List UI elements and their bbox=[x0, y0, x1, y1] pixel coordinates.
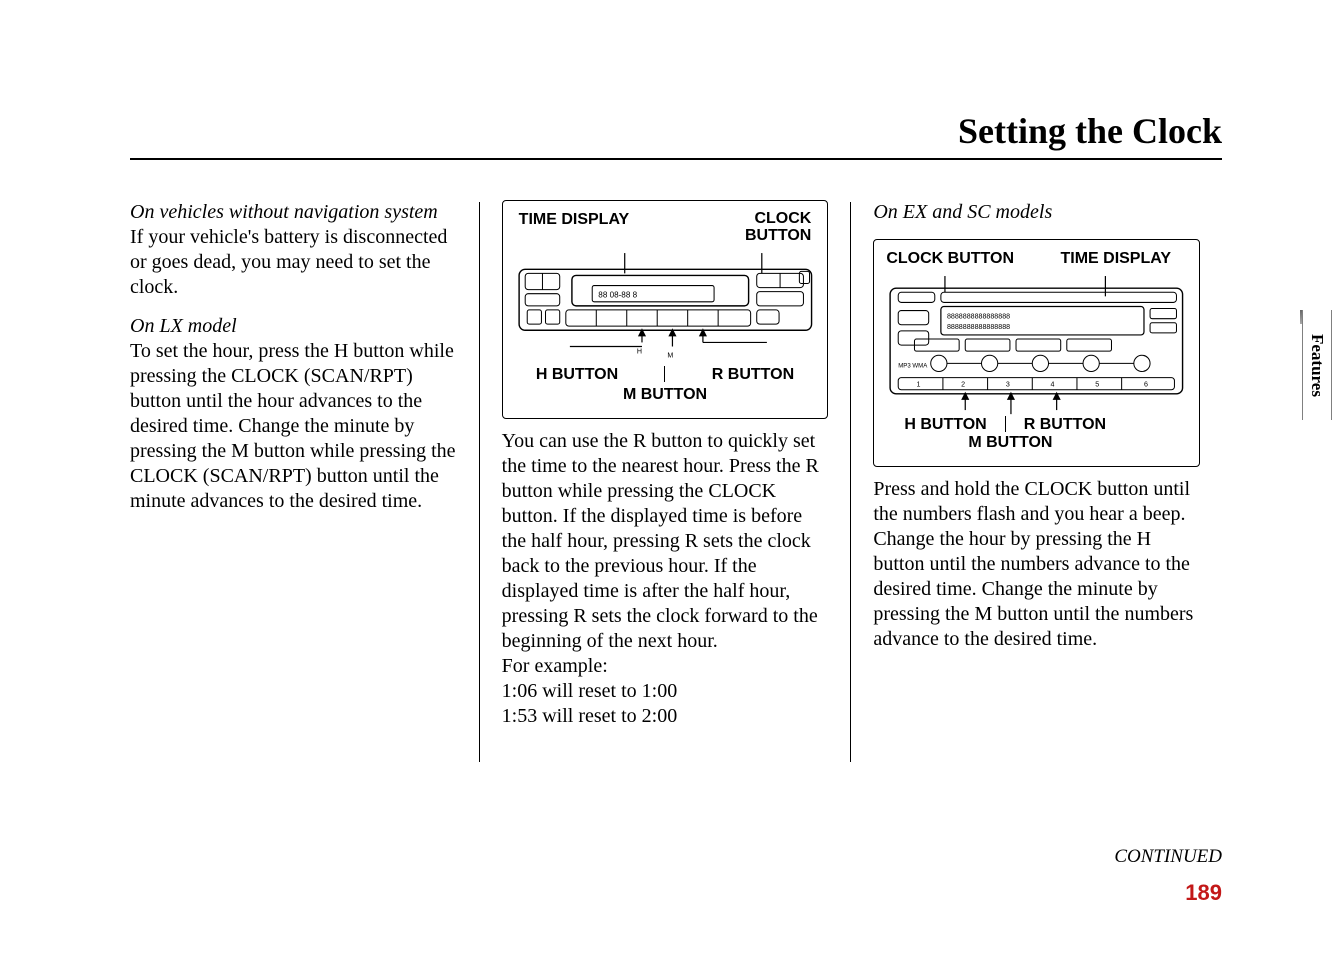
divider-icon bbox=[664, 366, 665, 382]
label-m-button-1: M BUTTON bbox=[623, 386, 707, 403]
page: Setting the Clock On vehicles without na… bbox=[0, 0, 1332, 954]
label-m-button-2: M BUTTON bbox=[968, 434, 1052, 451]
col2-example1: 1:06 will reset to 1:00 bbox=[502, 679, 829, 704]
divider-icon bbox=[1005, 416, 1006, 432]
svg-text:3: 3 bbox=[1006, 381, 1010, 389]
col2-example-lead: For example: bbox=[502, 654, 829, 679]
page-number: 189 bbox=[1185, 880, 1222, 906]
svg-text:M: M bbox=[667, 351, 673, 359]
label-clock-button-2: CLOCK BUTTON bbox=[886, 250, 1014, 268]
lead-italic-3: On EX and SC models bbox=[873, 200, 1200, 225]
col3-para1: Press and hold the CLOCK button until th… bbox=[873, 477, 1200, 652]
columns: On vehicles without navigation system If… bbox=[130, 200, 1222, 762]
diagram2-top-labels: CLOCK BUTTON TIME DISPLAY bbox=[884, 250, 1189, 274]
svg-text:MP3 WMA: MP3 WMA bbox=[899, 362, 929, 369]
col2-example2: 1:53 will reset to 2:00 bbox=[502, 704, 829, 729]
side-tab: Features bbox=[1302, 310, 1332, 420]
label-clock-button: CLOCK BUTTON bbox=[721, 211, 811, 245]
svg-text:8888888888888888: 8888888888888888 bbox=[947, 323, 1010, 331]
page-title: Setting the Clock bbox=[130, 110, 1222, 152]
radio-diagram-2: CLOCK BUTTON TIME DISPLAY bbox=[873, 239, 1200, 467]
side-tab-inner: Features bbox=[1303, 310, 1331, 420]
title-bar: Setting the Clock bbox=[130, 110, 1222, 160]
label-r-button-2: R BUTTON bbox=[1024, 416, 1106, 434]
label-r-button-1: R BUTTON bbox=[712, 366, 794, 384]
radio-face-2-svg: 8888888888888888 8888888888888888 bbox=[884, 274, 1189, 416]
svg-text:2: 2 bbox=[962, 381, 966, 389]
svg-text:6: 6 bbox=[1144, 381, 1148, 389]
sub-italic-1: On LX model bbox=[130, 314, 457, 339]
diagram1-bottom-labels: H BUTTON R BUTTON bbox=[513, 360, 818, 384]
label-time-display-2: TIME DISPLAY bbox=[1060, 250, 1171, 268]
col1-para2: To set the hour, press the H button whil… bbox=[130, 339, 457, 514]
col1-para1: If your vehicle's battery is disconnecte… bbox=[130, 225, 457, 300]
continued-label: CONTINUED bbox=[1114, 846, 1222, 868]
col-1: On vehicles without navigation system If… bbox=[130, 200, 479, 762]
label-h-button-2: H BUTTON bbox=[904, 416, 986, 434]
svg-text:88 08-88 8: 88 08-88 8 bbox=[598, 290, 637, 299]
lead-italic-1: On vehicles without navigation system bbox=[130, 200, 457, 225]
col-2: TIME DISPLAY CLOCK BUTTON bbox=[480, 200, 851, 762]
col2-para1: You can use the R button to quickly set … bbox=[502, 429, 829, 654]
col-3: On EX and SC models CLOCK BUTTON TIME DI… bbox=[851, 200, 1222, 762]
diagram1-top-labels: TIME DISPLAY CLOCK BUTTON bbox=[513, 211, 818, 249]
diagram2-m-row: M BUTTON bbox=[884, 434, 1189, 452]
diagram1-m-row: M BUTTON bbox=[513, 386, 818, 404]
diagram2-bottom-labels: H BUTTON R BUTTON bbox=[884, 416, 1189, 434]
label-time-display: TIME DISPLAY bbox=[519, 211, 630, 245]
label-h-button-1: H BUTTON bbox=[536, 366, 618, 384]
svg-text:4: 4 bbox=[1051, 381, 1055, 389]
radio-face-1-svg: 88 08-88 8 M bbox=[513, 249, 818, 361]
side-tab-label: Features bbox=[1307, 334, 1327, 397]
svg-text:1: 1 bbox=[917, 381, 921, 389]
svg-text:H: H bbox=[637, 347, 642, 355]
radio-diagram-1: TIME DISPLAY CLOCK BUTTON bbox=[502, 200, 829, 419]
svg-text:8888888888888888: 8888888888888888 bbox=[947, 313, 1010, 321]
svg-text:5: 5 bbox=[1096, 381, 1100, 389]
